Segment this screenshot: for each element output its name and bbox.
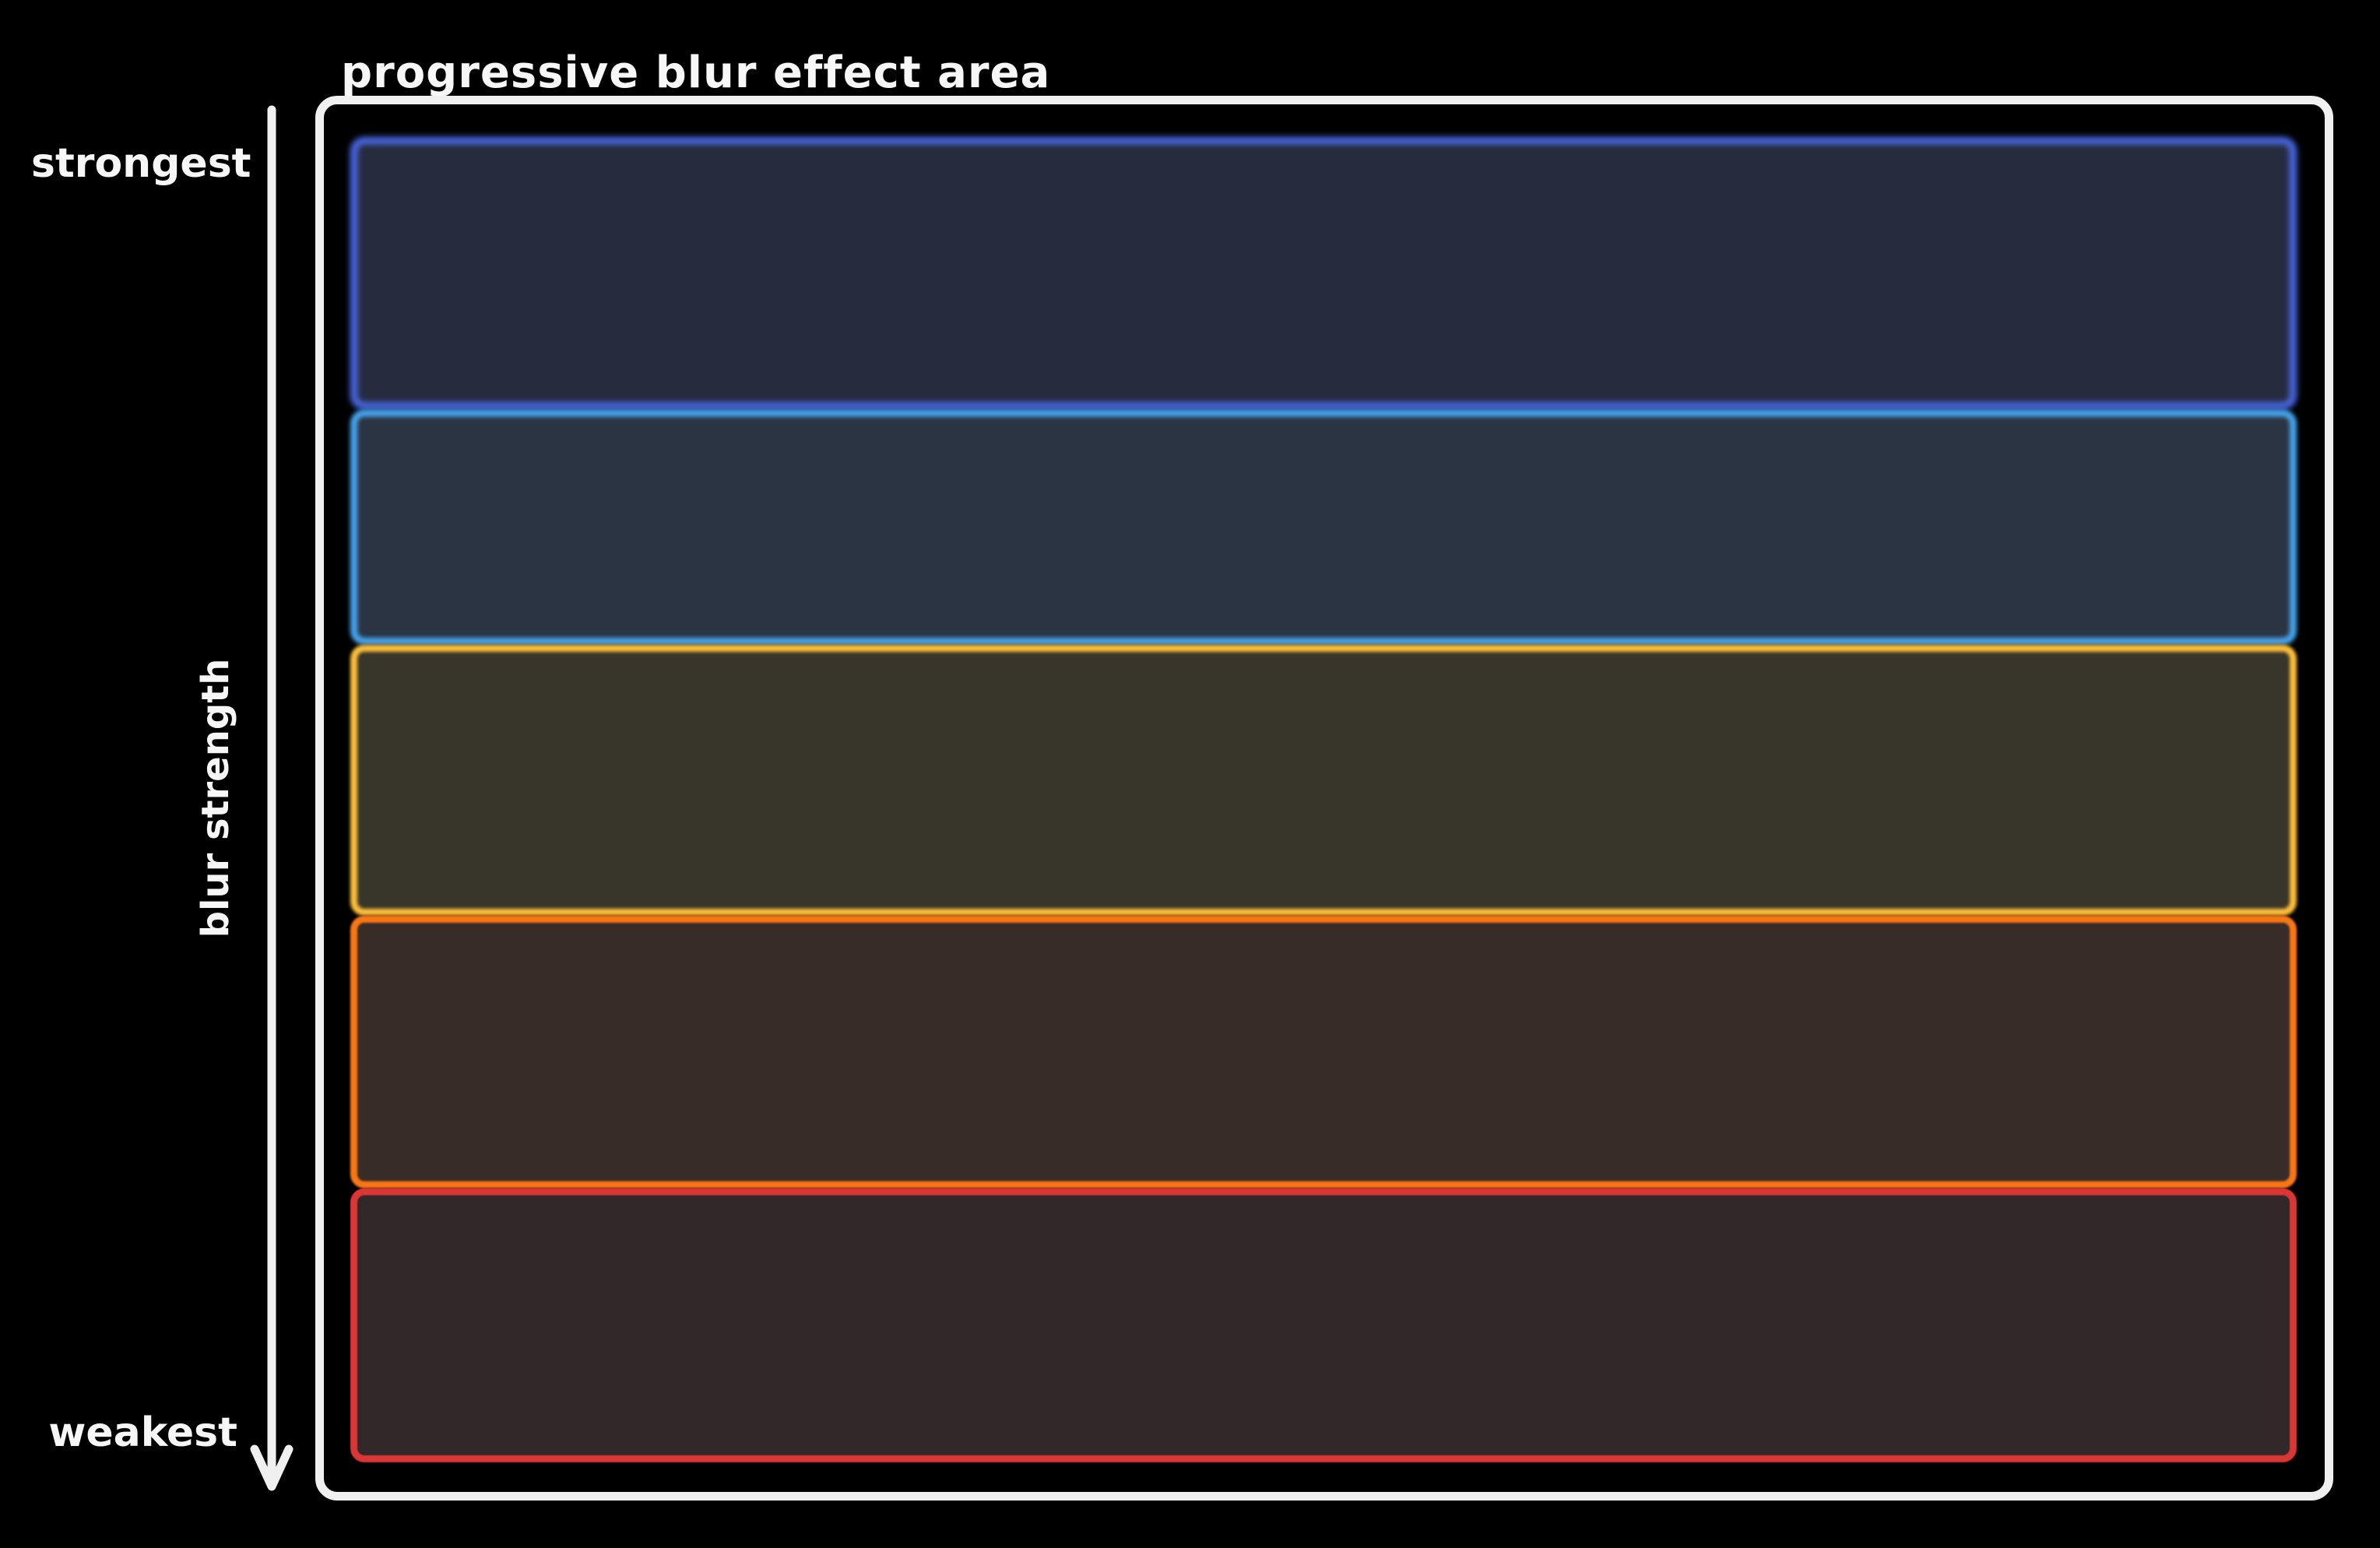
diagram-title: progressive blur effect area [341,47,1051,98]
blur-strength-down-arrow-icon [250,105,294,1491]
axis-label-strongest: strongest [31,140,251,187]
axis-label-weakest: weakest [48,1409,237,1456]
blur-band-weakest [350,1188,2297,1462]
blur-band-3 [350,645,2297,916]
blur-band-strongest [350,137,2297,410]
effect-area-frame [315,96,2333,1501]
blur-band-2 [350,410,2297,645]
blur-band-4 [350,916,2297,1188]
axis-title-blur-strength: blur strength [194,658,237,938]
